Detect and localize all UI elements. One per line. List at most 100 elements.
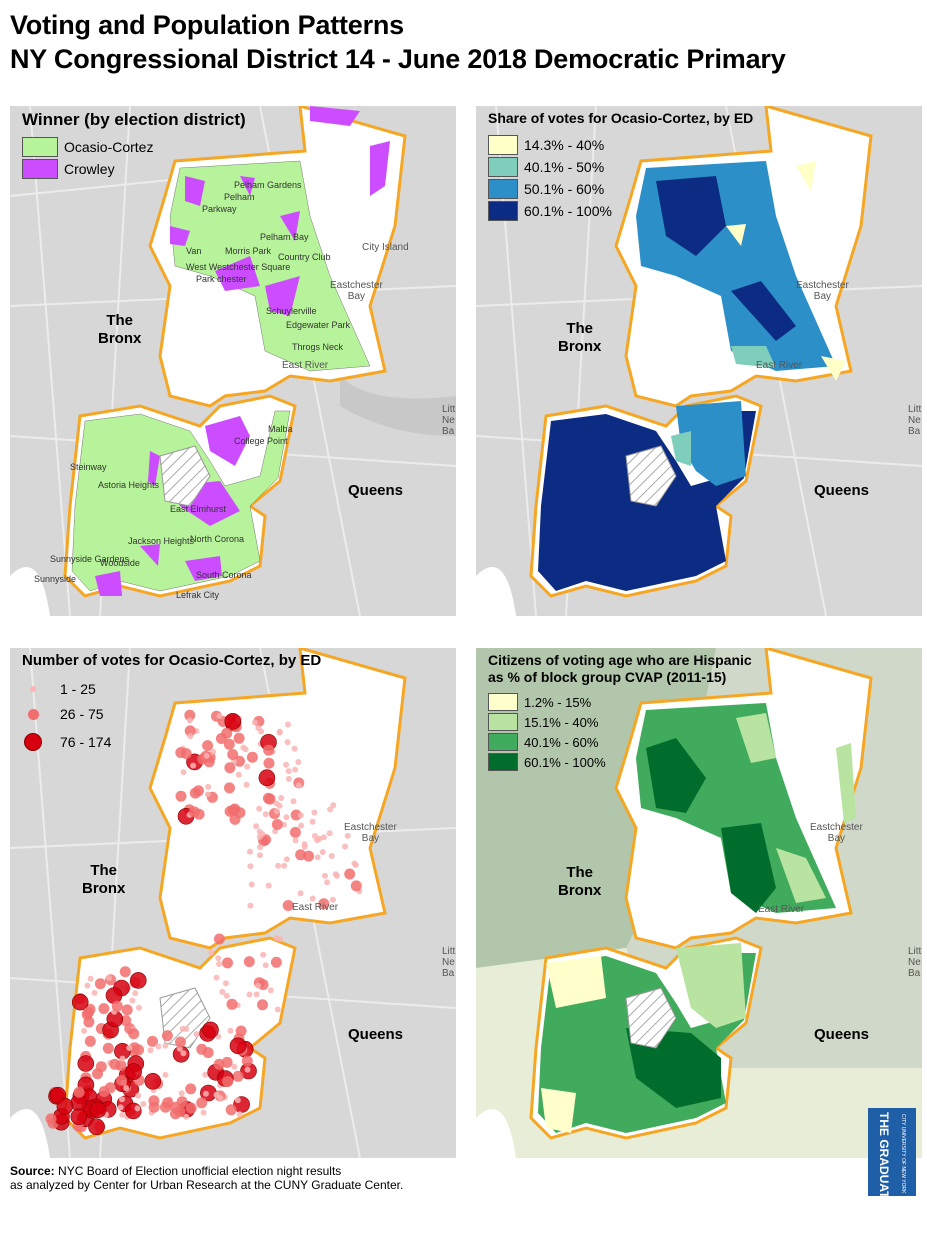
neighborhood-label: Woodside — [100, 558, 140, 568]
share-map — [476, 106, 922, 616]
vote-dot — [210, 748, 217, 755]
legend-swatch — [488, 201, 518, 221]
vote-dot — [193, 808, 205, 820]
legend-label: 40.1% - 50% — [524, 159, 605, 175]
vote-dot — [136, 1004, 142, 1011]
neighborhood-label: Van — [186, 246, 202, 256]
vote-dot — [243, 956, 255, 968]
vote-dot — [133, 1044, 145, 1056]
legend-label: 50.1% - 60% — [524, 181, 605, 197]
vote-dot — [244, 763, 251, 770]
vote-dot — [128, 1028, 140, 1040]
vote-dot — [262, 962, 269, 969]
legend-item: 50.1% - 60% — [488, 178, 612, 200]
water-label-eastchester: Eastchester Bay — [344, 822, 397, 844]
vote-dot — [227, 1027, 234, 1034]
vote-dot — [246, 751, 258, 763]
vote-dot — [231, 1063, 238, 1070]
legend-label: 14.3% - 40% — [524, 137, 605, 153]
vote-dot — [328, 853, 335, 859]
vote-dot — [91, 989, 98, 996]
vote-dot — [193, 1031, 200, 1038]
vote-dot — [135, 1092, 142, 1099]
vote-dot — [289, 826, 301, 838]
vote-dot — [222, 1076, 234, 1088]
vote-dot — [309, 818, 316, 825]
vote-dot — [344, 868, 356, 880]
vote-dot — [275, 862, 282, 869]
vote-dot — [265, 882, 272, 889]
vote-dot — [276, 729, 283, 736]
map-panel-hispanic-cvap[interactable]: Citizens of voting age who are Hispanic … — [476, 648, 922, 1158]
vote-dot — [297, 812, 304, 819]
neighborhood-label: East Elmhurst — [170, 504, 227, 514]
hispanic-15-40-bronx — [736, 713, 826, 903]
place-label-bronx: The Bronx — [558, 320, 602, 355]
vote-dot — [295, 782, 302, 789]
vote-dot — [270, 956, 282, 968]
map-panel-winner[interactable]: Winner (by election district) Ocasio-Cor… — [10, 106, 456, 616]
map-panel-votes[interactable]: Number of votes for Ocasio-Cortez, by ED… — [10, 648, 456, 1158]
vote-dot — [126, 1045, 133, 1051]
neighborhood-label: Sunnyside — [34, 574, 77, 584]
hispanic-15-40-queens — [676, 943, 746, 1028]
source-line-2: as analyzed by Center for Urban Research… — [10, 1178, 404, 1192]
panel-title: Share of votes for Ocasio-Cortez, by ED — [488, 110, 754, 126]
vote-dot — [215, 955, 222, 962]
vote-dot — [116, 1074, 127, 1086]
legend-swatch — [22, 137, 58, 157]
neighborhood-label: Steinway — [70, 462, 107, 472]
hispanic-1-15-queens — [541, 956, 606, 1133]
map-panel-share[interactable]: Share of votes for Ocasio-Cortez, by ED … — [476, 106, 922, 616]
vote-dot — [119, 966, 131, 978]
vote-dot — [235, 771, 242, 778]
vote-dot — [84, 982, 91, 989]
vote-dot — [281, 862, 288, 869]
vote-dot — [324, 879, 331, 886]
vote-dot — [263, 757, 275, 769]
vote-dot — [223, 738, 235, 750]
source-line-1: Source: NYC Board of Election unofficial… — [10, 1164, 403, 1178]
vote-dot — [161, 1030, 173, 1042]
vote-dot — [319, 849, 326, 855]
neighborhood-label: Throgs Neck — [292, 342, 344, 352]
source-note: Source: NYC Board of Election unofficial… — [10, 1164, 403, 1192]
vote-dot — [224, 782, 235, 794]
vote-dot — [285, 775, 292, 782]
vote-dot — [229, 1037, 247, 1055]
water-label-east-river: East River — [282, 360, 329, 371]
hispanic-60-100-queens — [626, 1028, 721, 1108]
vote-dot — [253, 991, 260, 998]
vote-dot — [106, 975, 112, 981]
vote-dot — [258, 728, 265, 735]
neighborhood-label: Astoria Heights — [98, 480, 160, 490]
legend-item: 40.1% - 60% — [488, 732, 606, 752]
votes-map — [10, 648, 456, 1158]
vote-dot — [320, 834, 327, 841]
vote-dot — [175, 1036, 186, 1048]
place-label-queens: Queens — [814, 1026, 870, 1043]
neighborhood-label: Pelham — [224, 192, 255, 202]
vote-dot — [98, 1086, 110, 1097]
basemap-water — [10, 1109, 50, 1158]
vote-dot — [184, 709, 196, 721]
panel-title: Number of votes for Ocasio-Cortez, by ED — [22, 652, 322, 669]
vote-dot — [77, 1055, 95, 1072]
basemap-water — [476, 567, 516, 616]
vote-dot — [295, 849, 307, 861]
vote-dot — [222, 957, 233, 969]
vote-dot — [196, 1097, 208, 1109]
vote-dot — [291, 745, 298, 752]
legend-item: 76 - 174 — [22, 728, 111, 756]
panel-title-line-1: Citizens of voting age who are Hispanic — [488, 652, 752, 668]
vote-dot — [208, 949, 215, 956]
panel-title-line-2: as % of block group CVAP (2011-15) — [488, 669, 727, 685]
vote-dot — [240, 744, 247, 751]
vote-dot — [180, 748, 192, 760]
vote-dot — [129, 997, 136, 1004]
vote-dot — [175, 790, 187, 802]
neighborhood-label: Park chester — [196, 274, 247, 284]
legend-label: 1.2% - 15% — [524, 694, 592, 710]
vote-dot — [119, 1096, 125, 1103]
legend-swatch — [22, 686, 44, 692]
